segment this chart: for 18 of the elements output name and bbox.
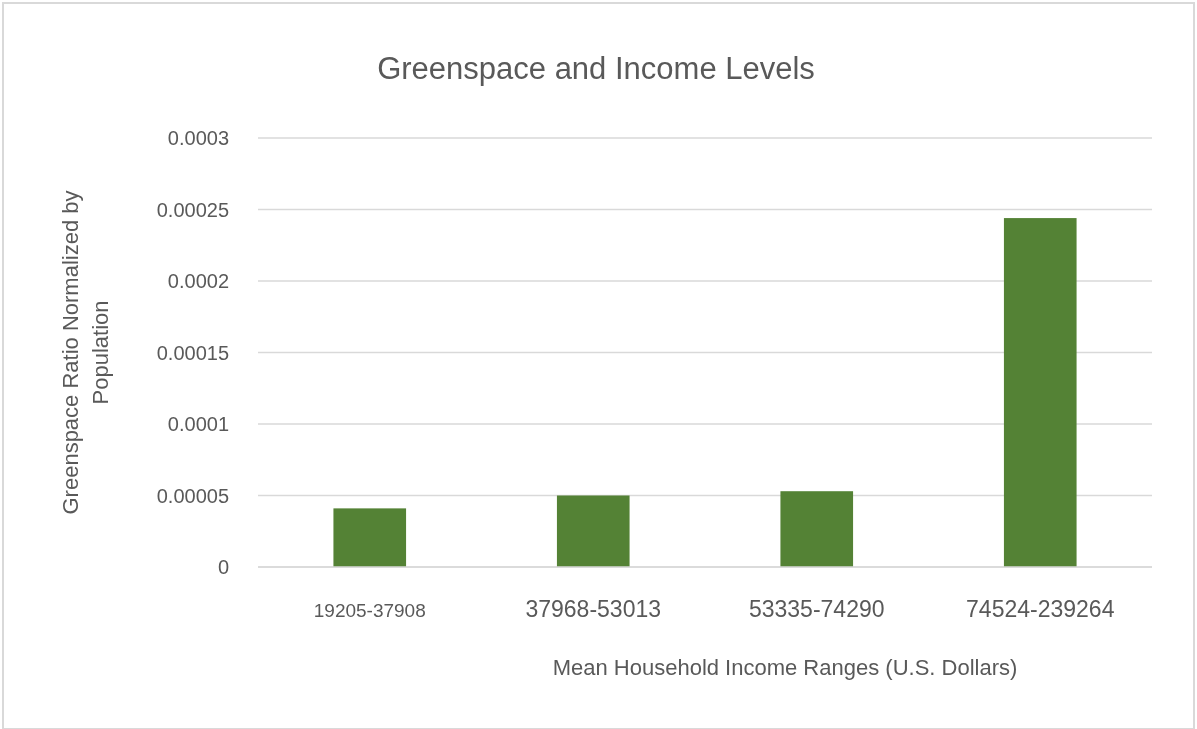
y-tick-label: 0 xyxy=(217,556,229,578)
y-axis-title: Greenspace Ratio Normalized by Population xyxy=(58,190,113,515)
x-tick-label: 37968-53013 xyxy=(525,596,662,622)
y-tick-label: 0.0002 xyxy=(167,270,229,292)
x-tick-label: 74524-239264 xyxy=(966,596,1115,622)
bar xyxy=(780,491,854,567)
y-tick-label: 0.0003 xyxy=(167,127,229,149)
bar xyxy=(1003,218,1077,567)
x-tick-label: 53335-74290 xyxy=(748,596,885,622)
y-tick-label: 0.00005 xyxy=(156,484,229,507)
bar xyxy=(333,508,407,567)
y-tick-label: 0.00025 xyxy=(156,198,229,221)
bar xyxy=(556,495,630,567)
x-axis-title: Mean Household Income Ranges (U.S. Dollars) xyxy=(552,655,1018,680)
chart-title: Greenspace and Income Levels xyxy=(377,51,815,86)
y-tick-label: 0.00015 xyxy=(156,341,229,364)
x-tick-label: 19205-37908 xyxy=(313,600,426,621)
y-tick-label: 0.0001 xyxy=(167,413,229,435)
